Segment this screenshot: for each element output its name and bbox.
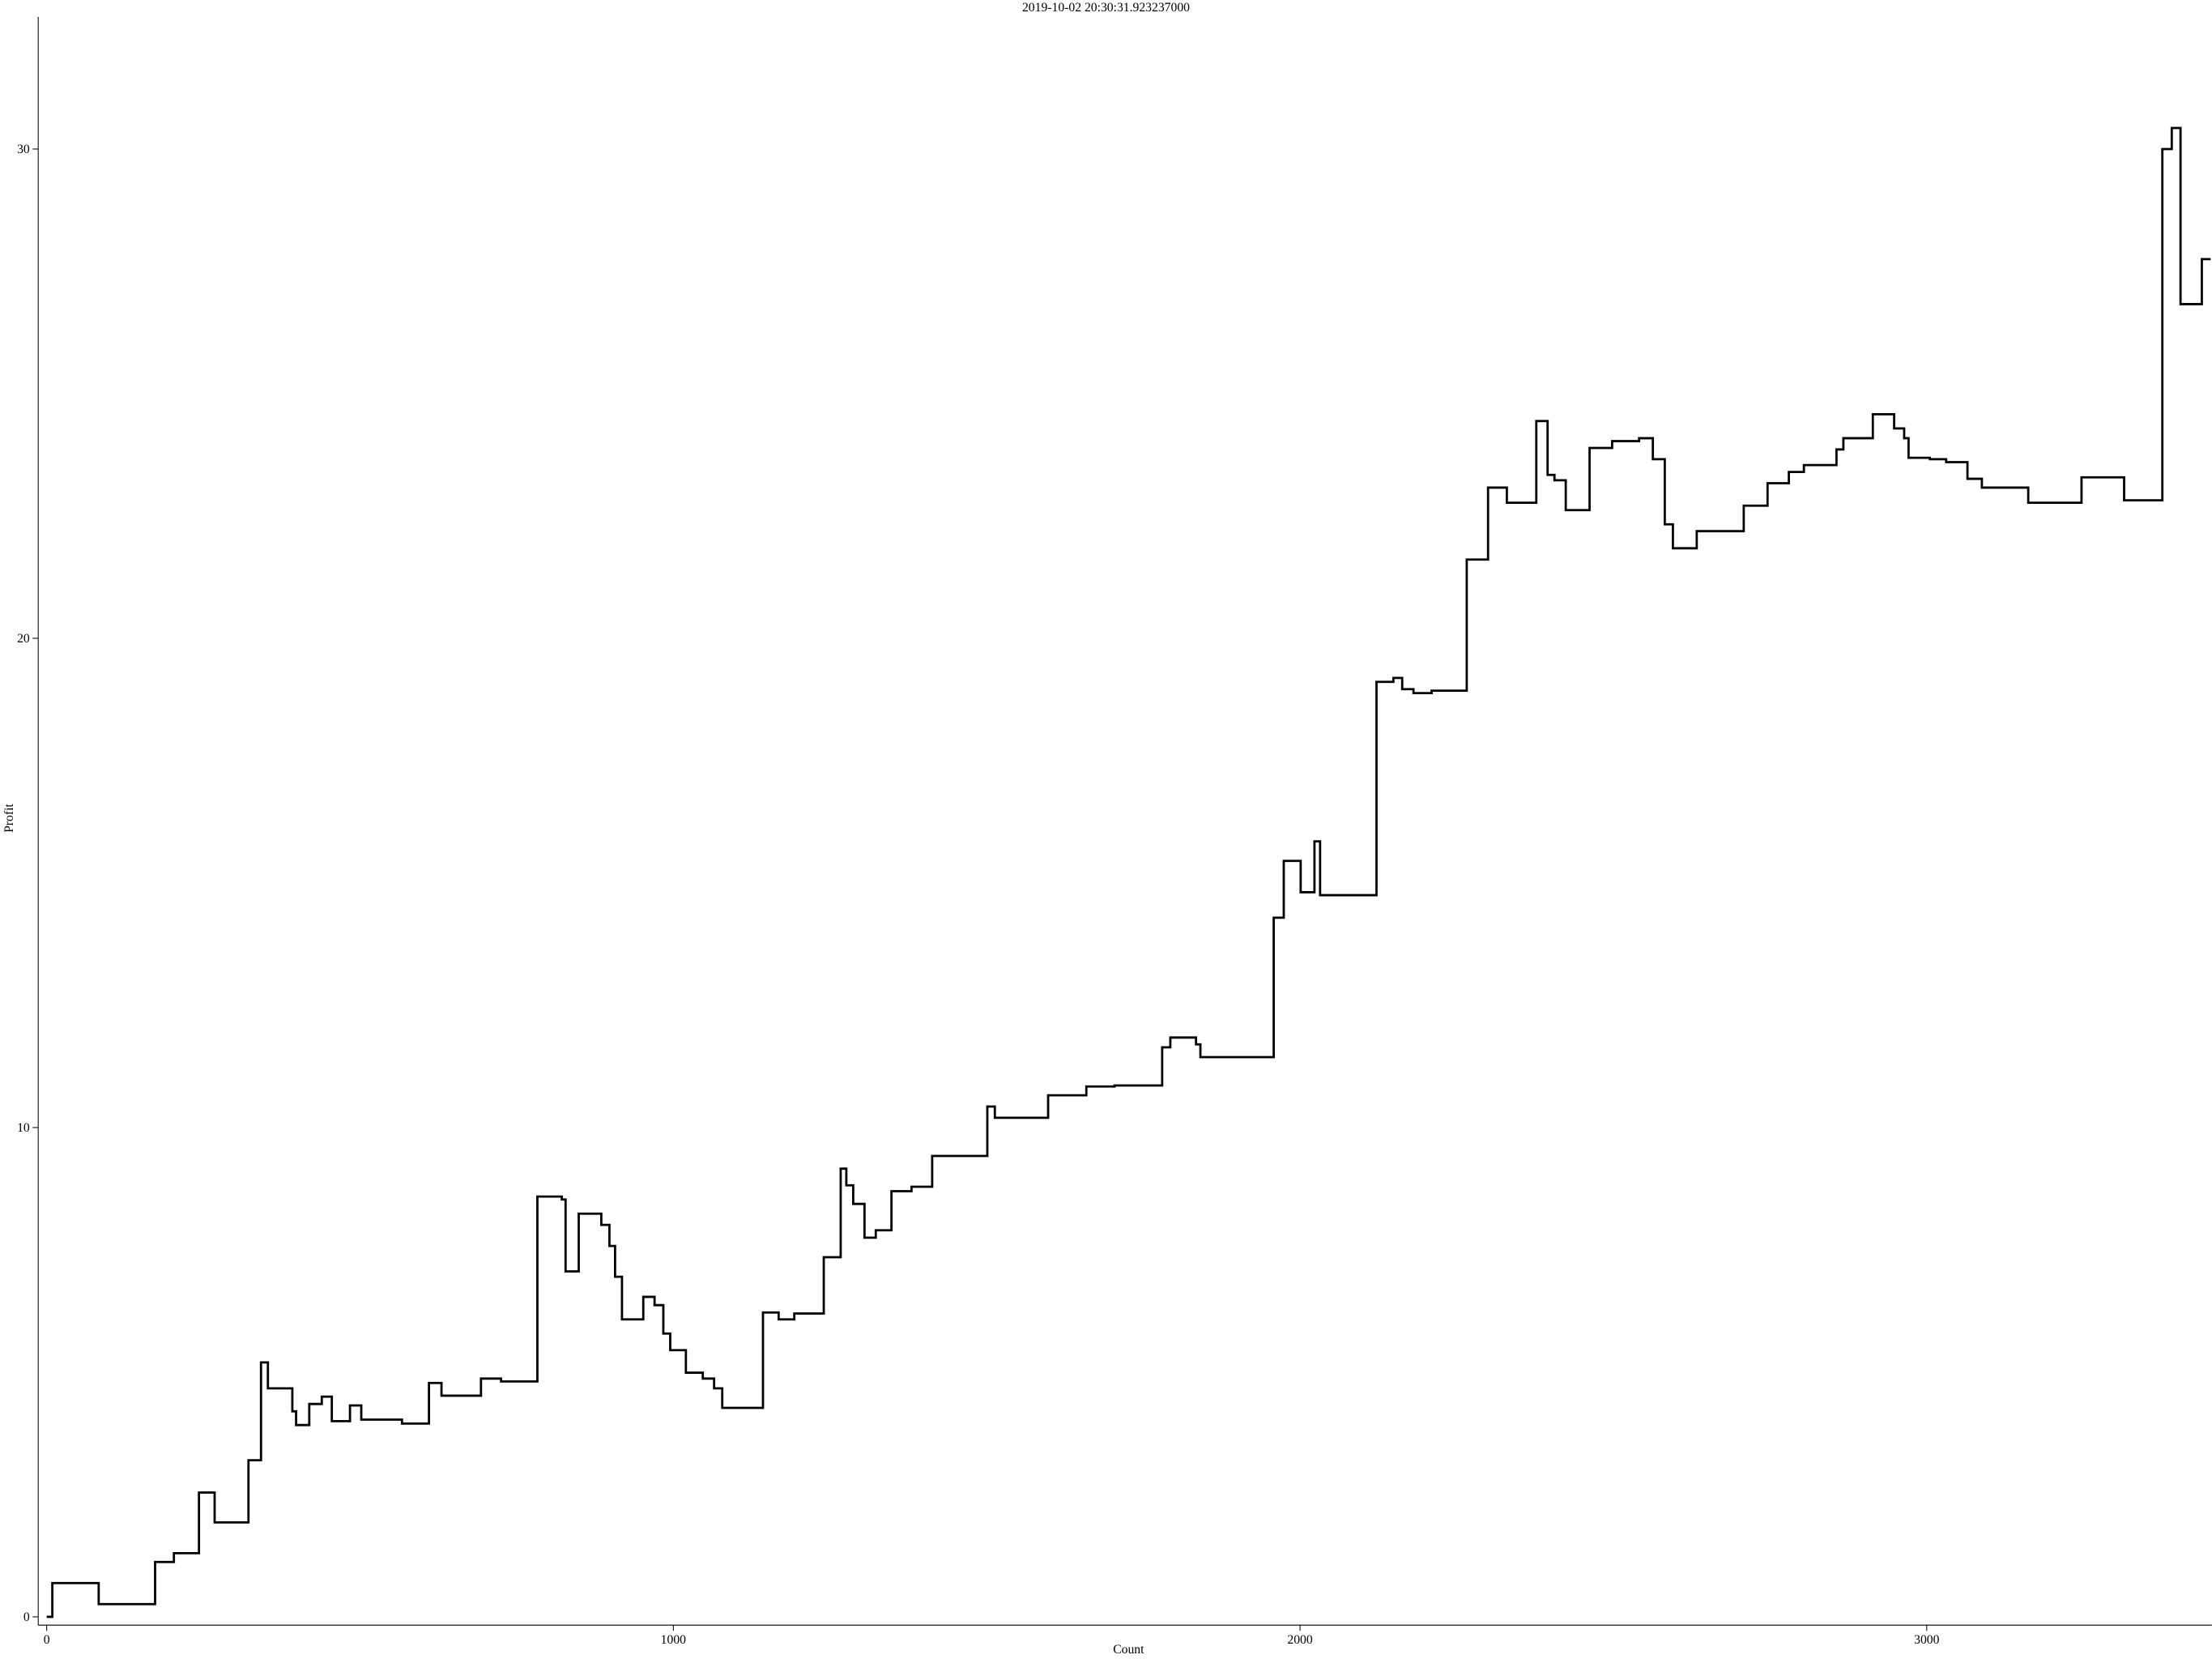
y-axis-label: Profit (2, 804, 16, 833)
x-tick-label: 1000 (661, 1633, 686, 1647)
profit-line (46, 126, 2211, 1618)
y-tick-label: 30 (17, 143, 30, 156)
x-tick-label: 2000 (1287, 1633, 1312, 1647)
x-axis-label: Count (1113, 1643, 1144, 1657)
x-tick-label: 0 (44, 1633, 50, 1647)
y-tick-label: 20 (17, 632, 30, 646)
y-tick-label: 10 (17, 1121, 30, 1135)
chart-title: 2019-10-02 20:30:31.923237000 (1022, 1, 1190, 15)
y-tick-label: 0 (23, 1610, 30, 1624)
x-tick-label: 3000 (1914, 1633, 1939, 1647)
